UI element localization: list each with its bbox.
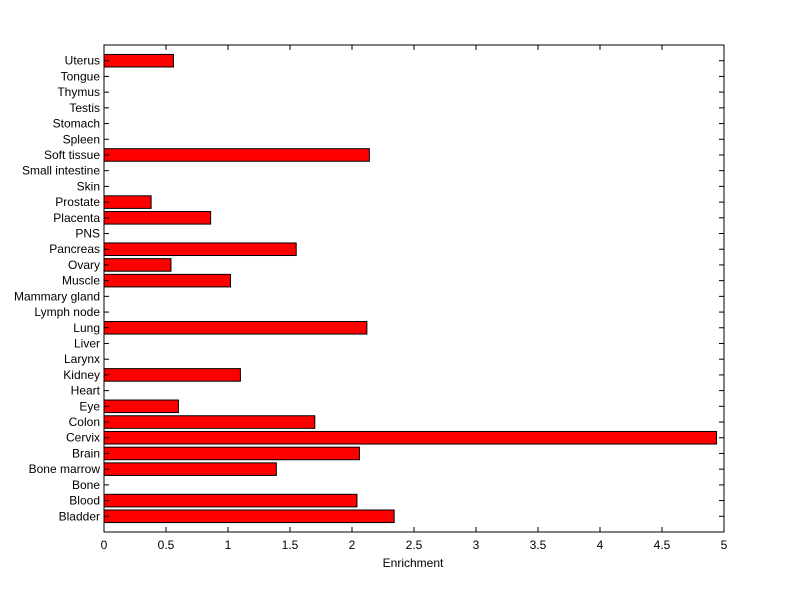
y-tick-label-bladder: Bladder — [59, 509, 100, 523]
bar-ovary — [103, 258, 172, 272]
y-tick-label-soft-tissue: Soft tissue — [44, 148, 100, 162]
y-tick-label-kidney: Kidney — [63, 368, 100, 382]
bar-pancreas — [103, 242, 297, 257]
bar-soft-tissue — [103, 148, 370, 162]
y-tick-label-small-intestine: Small intestine — [22, 164, 100, 178]
x-tick-label: 4.5 — [654, 538, 671, 552]
y-tick-label-bone: Bone — [72, 478, 100, 492]
y-tick-label-colon: Colon — [69, 415, 100, 429]
plot-frame — [103, 44, 725, 533]
x-tick-label: 0 — [101, 538, 108, 552]
bar-kidney — [103, 368, 241, 382]
y-tick-label-liver: Liver — [74, 336, 100, 350]
bar-placenta — [103, 211, 212, 225]
y-tick-label-lymph-node: Lymph node — [34, 305, 100, 319]
x-tick-label: 2 — [349, 538, 356, 552]
y-tick-label-placenta: Placenta — [53, 211, 100, 225]
y-tick-label-testis: Testis — [69, 101, 100, 115]
x-tick-label: 2.5 — [406, 538, 423, 552]
x-tick-label: 1 — [225, 538, 232, 552]
y-tick-label-prostate: Prostate — [55, 195, 100, 209]
x-tick-label: 0.5 — [158, 538, 175, 552]
y-tick-label-larynx: Larynx — [64, 352, 100, 366]
y-tick-label-lung: Lung — [73, 321, 100, 335]
y-tick-label-brain: Brain — [72, 446, 100, 460]
y-tick-label-uterus: Uterus — [65, 54, 100, 68]
x-tick-label: 1.5 — [282, 538, 299, 552]
y-tick-label-bone-marrow: Bone marrow — [29, 462, 101, 476]
x-tick-label: 4 — [597, 538, 604, 552]
bar-lung — [103, 320, 368, 335]
bar-bladder — [103, 509, 395, 524]
bar-eye — [103, 399, 179, 414]
y-tick-label-tongue: Tongue — [61, 69, 101, 83]
bar-blood — [103, 493, 358, 508]
y-tick-label-ovary: Ovary — [68, 258, 100, 272]
x-tick-label: 3 — [473, 538, 480, 552]
bar-cervix — [103, 430, 718, 445]
y-tick-label-thymus: Thymus — [57, 85, 100, 99]
bar-colon — [103, 415, 316, 429]
x-ticks-group: 0 0.5 1 1.5 2 2.5 3 3.5 4 4.5 5 — [101, 45, 728, 552]
y-tick-label-pns: PNS — [75, 227, 100, 241]
x-tick-label: 5 — [721, 538, 728, 552]
y-tick-label-skin: Skin — [77, 179, 100, 193]
bar-brain — [103, 446, 360, 461]
y-tick-label-heart: Heart — [71, 384, 101, 398]
y-tick-label-spleen: Spleen — [63, 132, 100, 146]
y-tick-label-mammary-gland: Mammary gland — [14, 289, 100, 303]
x-axis-label: Enrichment — [383, 556, 444, 570]
y-tick-label-eye: Eye — [79, 399, 100, 413]
bar-muscle — [103, 273, 231, 288]
bar-uterus — [103, 53, 174, 68]
y-tick-label-stomach: Stomach — [53, 117, 100, 131]
y-tick-label-muscle: Muscle — [62, 274, 100, 288]
y-tick-label-pancreas: Pancreas — [49, 242, 100, 256]
x-tick-label: 3.5 — [530, 538, 547, 552]
y-tick-label-blood: Blood — [69, 494, 100, 508]
bar-prostate — [103, 195, 152, 209]
y-tick-label-cervix: Cervix — [66, 431, 100, 445]
bar-bone-marrow — [103, 462, 277, 476]
